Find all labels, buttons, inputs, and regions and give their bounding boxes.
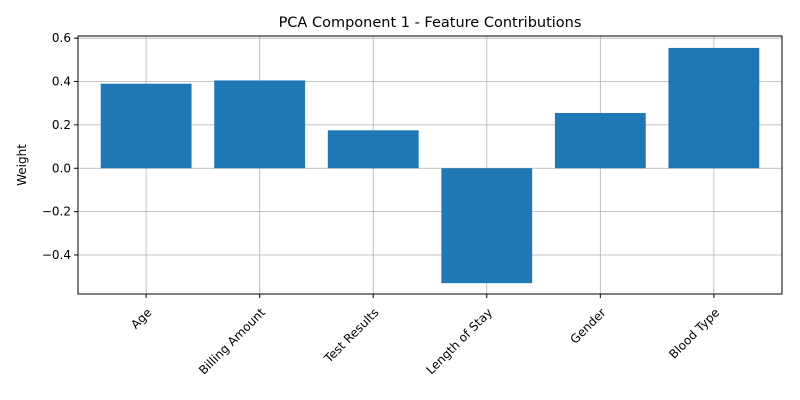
- bars-layer: [100, 47, 760, 284]
- x-tick-label: Test Results: [321, 305, 382, 366]
- x-tick-label: Age: [128, 305, 154, 331]
- y-axis: −0.4 −0.2 0.0 0.2 0.4 0.6: [42, 31, 78, 262]
- bar-age: [100, 83, 192, 169]
- x-axis: Age Billing Amount Test Results Length of S…: [128, 294, 722, 377]
- y-tick-label: 0.4: [52, 75, 71, 89]
- x-tick-label: Length of Stay: [423, 305, 495, 377]
- y-tick-label: 0.6: [52, 31, 71, 45]
- bar-test-results: [327, 130, 419, 169]
- bar-gender: [554, 112, 646, 169]
- bar-length-of-stay: [441, 168, 533, 284]
- bar-blood-type: [668, 47, 760, 169]
- y-tick-label: −0.2: [42, 205, 71, 219]
- x-tick-label: Gender: [567, 305, 608, 346]
- chart-title: PCA Component 1 - Feature Contributions: [279, 15, 582, 31]
- plot-frame: [77, 35, 783, 295]
- y-axis-label: Weight: [15, 144, 29, 186]
- x-tick-label: Blood Type: [666, 305, 722, 361]
- y-tick-label: 0.2: [52, 118, 71, 132]
- bar-billing-amount: [214, 80, 306, 169]
- x-tick-label: Billing Amount: [196, 305, 268, 377]
- y-tick-label: 0.0: [52, 161, 71, 175]
- y-tick-label: −0.4: [42, 248, 71, 262]
